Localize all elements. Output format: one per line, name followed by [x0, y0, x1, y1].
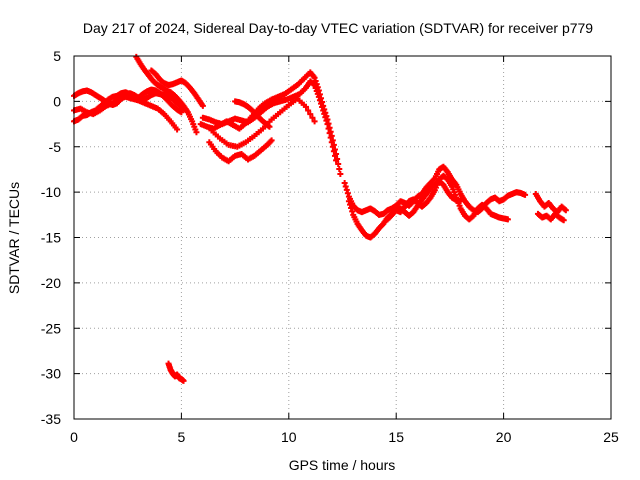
data-point	[311, 118, 318, 125]
data-point	[316, 91, 323, 98]
data-point	[342, 183, 349, 190]
data-point	[314, 84, 321, 91]
data-point	[318, 95, 325, 102]
data-point	[180, 377, 187, 384]
y-tick-label: -25	[41, 320, 61, 336]
data-point	[457, 198, 464, 205]
series-track-d	[133, 53, 200, 136]
series-track-p	[165, 360, 187, 384]
series-track-e	[148, 67, 206, 109]
data-point	[193, 129, 200, 136]
data-point	[307, 111, 314, 118]
y-tick-label: -35	[41, 411, 61, 427]
chart-title: Day 217 of 2024, Sidereal Day-to-day VTE…	[83, 20, 593, 36]
series-track-m	[384, 178, 464, 223]
x-axis-ticks: 0 5 10 15 20 25	[70, 56, 619, 445]
x-tick-label: 5	[178, 429, 186, 445]
data-point	[320, 102, 327, 109]
y-axis-ticks: 5 0 -5 -10 -15 -20 -25 -30 -35	[41, 48, 611, 427]
x-tick-label: 0	[70, 429, 78, 445]
y-tick-label: -20	[41, 275, 61, 291]
x-tick-label: 25	[603, 429, 619, 445]
x-axis-label: GPS time / hours	[289, 457, 396, 473]
y-tick-label: -30	[41, 366, 61, 382]
data-point	[562, 207, 569, 214]
data-point	[309, 114, 316, 121]
data-point	[311, 74, 318, 81]
data-point	[330, 141, 337, 148]
data-point	[337, 170, 344, 177]
series-track-j	[232, 98, 273, 130]
data-point	[328, 132, 335, 139]
data-point	[312, 77, 319, 84]
data-point	[331, 146, 338, 153]
data-point	[199, 102, 206, 109]
data-point	[305, 107, 312, 114]
data-point	[327, 128, 334, 135]
series-track-h	[206, 137, 275, 165]
data-point	[348, 205, 355, 212]
y-tick-label: -15	[41, 230, 61, 246]
y-tick-label: -5	[49, 139, 62, 155]
data-point	[266, 123, 273, 130]
data-point	[522, 191, 529, 198]
data-point	[345, 198, 352, 205]
data-point	[322, 109, 329, 116]
data-point	[324, 116, 331, 123]
y-axis-label: SDTVAR / TECUs	[6, 182, 22, 294]
y-tick-label: 0	[53, 93, 61, 109]
series-track-n	[532, 190, 569, 216]
data-point	[349, 208, 356, 215]
x-tick-label: 15	[388, 429, 404, 445]
data-point	[333, 151, 340, 158]
data-point	[268, 137, 275, 144]
data-point	[335, 160, 342, 167]
data-point	[347, 201, 354, 208]
series-track-o	[534, 210, 567, 224]
data-point	[178, 109, 185, 116]
data-point	[334, 156, 341, 163]
data-point	[321, 106, 328, 113]
x-tick-label: 10	[281, 429, 297, 445]
data-point	[323, 113, 330, 120]
data-point	[560, 217, 567, 224]
data-point	[326, 124, 333, 131]
series-track-g	[197, 69, 344, 177]
data-point	[341, 180, 348, 187]
y-tick-label: 5	[53, 48, 61, 64]
gridlines	[74, 56, 611, 419]
data-point	[319, 99, 326, 106]
data-points	[71, 53, 569, 384]
data-point	[325, 120, 332, 127]
data-point	[302, 103, 309, 110]
data-point	[315, 87, 322, 94]
y-tick-label: -10	[41, 184, 61, 200]
data-point	[174, 126, 181, 133]
data-point	[344, 190, 351, 197]
data-point	[329, 137, 336, 144]
data-point	[343, 186, 350, 193]
x-tick-label: 20	[496, 429, 512, 445]
data-point	[336, 165, 343, 172]
data-point	[313, 81, 320, 88]
data-point	[504, 216, 511, 223]
